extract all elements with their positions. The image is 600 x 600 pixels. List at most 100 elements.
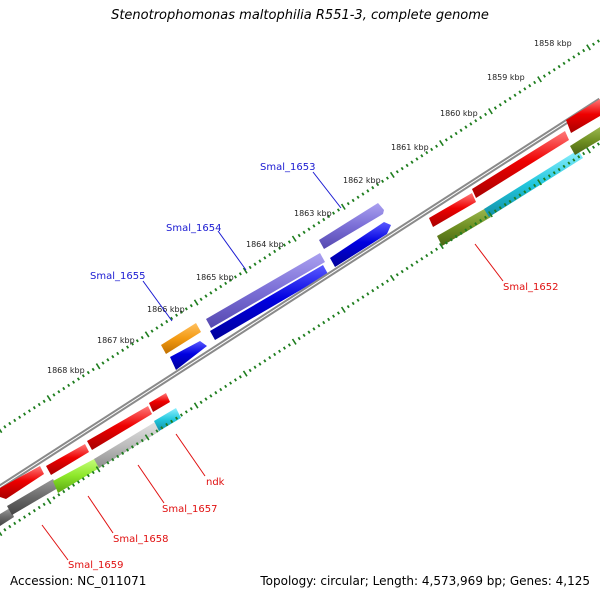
label-smal-1653[interactable]: Smal_1653 — [260, 162, 315, 173]
outer-track-minor-tick — [76, 377, 80, 381]
inner-track-minor-tick — [513, 196, 517, 200]
gene-blue-lower-a[interactable] — [210, 265, 328, 340]
outer-track-minor-tick — [415, 157, 419, 161]
leader-smal-1659 — [41, 524, 69, 561]
inner-track-minor-tick — [268, 356, 272, 360]
outer-track-minor-tick — [179, 310, 183, 314]
gene-gray-edge[interactable] — [0, 508, 14, 526]
tick-label-1865: 1865 kbp — [196, 273, 234, 282]
genome-backbone-highlight — [0, 99, 600, 488]
inner-track-minor-tick — [572, 158, 576, 162]
outer-track-minor-tick — [297, 233, 301, 238]
outer-track-minor-tick — [430, 147, 434, 152]
inner-track-minor-tick — [567, 161, 571, 165]
gene-red-c[interactable] — [87, 406, 152, 450]
inner-track-minor-tick — [287, 343, 291, 347]
outer-track-major-tick — [46, 394, 52, 402]
inner-track-major-tick — [193, 402, 199, 409]
outer-track-minor-tick — [204, 294, 208, 298]
inner-track-minor-tick — [23, 515, 27, 519]
gene-smal-1653[interactable] — [319, 203, 384, 249]
outer-track-minor-tick — [81, 374, 85, 378]
inner-track-minor-tick — [493, 209, 497, 213]
inner-track-minor-tick — [371, 289, 375, 293]
label-smal-1659[interactable]: Smal_1659 — [68, 560, 123, 571]
inner-track-minor-tick — [469, 225, 473, 229]
gene-smal-1654[interactable] — [206, 253, 325, 328]
map-title: Stenotrophomonas maltophilia R551-3, com… — [111, 8, 489, 23]
gene-blue-lower-b[interactable] — [170, 341, 207, 370]
gene-red-b[interactable] — [46, 444, 89, 475]
outer-track-minor-tick — [219, 284, 223, 289]
inner-track-minor-tick — [219, 387, 223, 392]
outer-track-minor-tick — [224, 281, 228, 285]
outer-track-minor-tick — [52, 393, 56, 397]
outer-track-minor-tick — [273, 249, 277, 254]
inner-track-minor-tick — [542, 177, 546, 181]
label-smal-1655[interactable]: Smal_1655 — [90, 271, 145, 282]
outer-track-minor-tick — [140, 335, 144, 340]
outer-track-minor-tick — [376, 182, 380, 187]
gene-smal-1659[interactable] — [7, 479, 58, 515]
inner-track-minor-tick — [121, 451, 125, 455]
gene-smal-1658[interactable] — [53, 458, 101, 493]
label-smal-1652[interactable]: Smal_1652 — [503, 282, 558, 293]
inner-track-minor-tick — [130, 445, 134, 449]
gene-smal-1657[interactable] — [94, 422, 160, 468]
label-smal-1657[interactable]: Smal_1657 — [162, 504, 217, 515]
outer-track-minor-tick — [106, 358, 110, 362]
outer-track-minor-tick — [175, 313, 179, 317]
gene-red-d[interactable] — [149, 393, 170, 412]
outer-track-minor-tick — [268, 253, 272, 257]
label-smal-1658[interactable]: Smal_1658 — [113, 534, 168, 545]
inner-track-minor-tick — [498, 206, 502, 210]
inner-track-minor-tick — [508, 199, 512, 204]
inner-track-minor-tick — [297, 336, 301, 341]
gene-cyan-right[interactable] — [484, 150, 583, 217]
gene-blue-lower-c[interactable] — [330, 222, 391, 267]
outer-track-minor-tick — [557, 64, 561, 69]
inner-tick-track — [0, 142, 600, 537]
inner-track-minor-tick — [3, 528, 7, 532]
gene-red-g[interactable] — [566, 99, 600, 133]
inner-track-minor-tick — [322, 320, 326, 325]
outer-track-minor-tick — [449, 135, 453, 139]
leader-smal-1653 — [312, 171, 342, 209]
gene-red-e[interactable] — [429, 193, 476, 227]
gene-red-a[interactable] — [0, 466, 44, 499]
gene-red-f[interactable] — [472, 131, 569, 198]
inner-track-minor-tick — [547, 174, 551, 178]
label-smal-1654[interactable]: Smal_1654 — [166, 223, 221, 234]
inner-track-minor-tick — [189, 406, 193, 411]
inner-track-minor-tick — [562, 164, 566, 168]
inner-track-major-tick — [488, 211, 493, 218]
inner-track-minor-tick — [229, 381, 233, 385]
gene-olive-right[interactable] — [570, 127, 600, 155]
outer-track-minor-tick — [229, 278, 233, 282]
inner-track-minor-tick — [116, 454, 120, 459]
outer-track-minor-tick — [278, 246, 282, 250]
outer-track-minor-tick — [395, 170, 399, 174]
outer-track-minor-tick — [18, 415, 22, 419]
inner-track-minor-tick — [464, 228, 468, 232]
outer-track-minor-tick — [366, 189, 370, 193]
outer-track-minor-tick — [253, 262, 257, 266]
inner-track-minor-tick — [528, 187, 532, 191]
outer-track-minor-tick — [400, 166, 404, 171]
inner-track-minor-tick — [351, 301, 355, 306]
outer-track-minor-tick — [361, 192, 365, 196]
inner-track-minor-tick — [170, 419, 174, 424]
label-ndk[interactable]: ndk — [206, 477, 225, 488]
leader-smal-1658 — [87, 495, 114, 534]
gene-smal-1652[interactable] — [437, 208, 491, 246]
outer-track-minor-tick — [577, 52, 581, 56]
inner-track-minor-tick — [533, 183, 537, 188]
gene-smal-1655[interactable] — [161, 323, 201, 354]
outer-track-minor-tick — [160, 323, 164, 327]
outer-track-minor-tick — [572, 55, 576, 59]
gene-ndk[interactable] — [154, 408, 181, 431]
outer-track-minor-tick — [596, 39, 600, 43]
outer-track-minor-tick — [582, 48, 586, 53]
inner-track-minor-tick — [175, 416, 179, 420]
